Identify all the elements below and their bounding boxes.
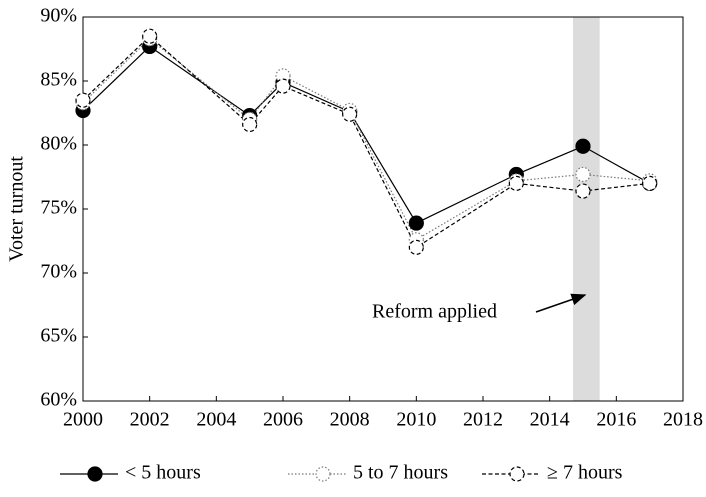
- legend-marker: [87, 466, 103, 482]
- x-tick-label: 2010: [396, 409, 436, 431]
- point-marker: [408, 239, 424, 255]
- x-tick-label: 2006: [263, 409, 303, 431]
- legend-label: 5 to 7 hours: [353, 462, 448, 484]
- x-tick-label: 2018: [663, 409, 703, 431]
- point-marker: [575, 166, 591, 183]
- x-tick-label: 2002: [130, 409, 170, 431]
- point-marker: [575, 138, 591, 154]
- point-marker: [242, 116, 258, 133]
- point-marker: [642, 175, 658, 191]
- y-tick-label: 80%: [40, 133, 77, 155]
- x-tick-label: 2014: [530, 409, 570, 431]
- point-marker: [508, 175, 524, 191]
- point-marker: [275, 78, 291, 94]
- point-marker: [75, 92, 91, 108]
- legend-label: < 5 hours: [125, 462, 201, 484]
- x-tick-label: 2016: [596, 409, 636, 431]
- point-marker: [142, 28, 158, 44]
- y-axis-label: Voter turnout: [6, 156, 28, 262]
- annotation-arrow: [535, 293, 587, 313]
- x-tick-label: 2012: [463, 409, 503, 431]
- annotation: Reform applied: [372, 301, 497, 323]
- x-tick-label: 2004: [196, 409, 236, 431]
- legend-label: ≥ 7 hours: [547, 462, 623, 484]
- x-tick-label: 2000: [63, 409, 103, 431]
- point-marker: [575, 183, 591, 199]
- y-tick-label: 65%: [40, 325, 77, 347]
- legend-marker: [315, 466, 331, 482]
- shaded-band: [573, 17, 600, 401]
- y-tick-label: 70%: [40, 261, 77, 283]
- y-tick-label: 85%: [40, 69, 77, 91]
- y-tick-label: 90%: [40, 5, 77, 27]
- legend-marker: [509, 466, 525, 482]
- y-tick-label: 60%: [40, 389, 77, 411]
- series-line: [82, 45, 650, 224]
- point-marker: [342, 106, 358, 122]
- y-tick-label: 75%: [40, 197, 77, 219]
- x-tick-label: 2008: [330, 409, 370, 431]
- series-line: [82, 35, 650, 249]
- point-marker: [408, 215, 424, 231]
